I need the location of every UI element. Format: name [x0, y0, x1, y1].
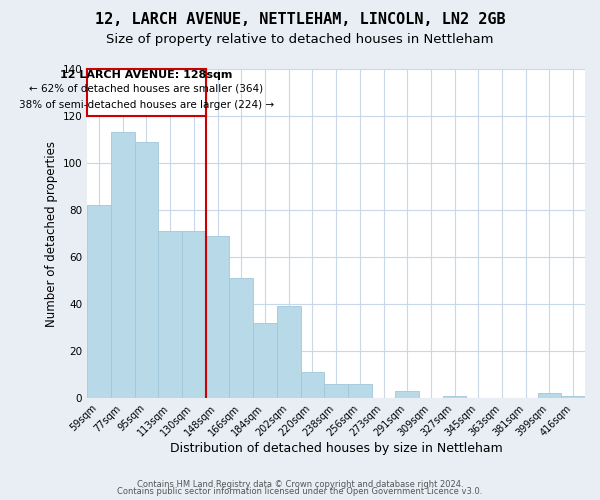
- FancyBboxPatch shape: [87, 69, 206, 116]
- Bar: [87, 206, 111, 398]
- Bar: [538, 394, 561, 398]
- Bar: [301, 372, 324, 398]
- Bar: [158, 231, 182, 398]
- Bar: [561, 396, 585, 398]
- Text: 38% of semi-detached houses are larger (224) →: 38% of semi-detached houses are larger (…: [19, 100, 274, 110]
- Text: 12 LARCH AVENUE: 128sqm: 12 LARCH AVENUE: 128sqm: [60, 70, 233, 80]
- Bar: [111, 132, 134, 398]
- Text: ← 62% of detached houses are smaller (364): ← 62% of detached houses are smaller (36…: [29, 84, 263, 94]
- Y-axis label: Number of detached properties: Number of detached properties: [46, 140, 58, 326]
- Text: 12, LARCH AVENUE, NETTLEHAM, LINCOLN, LN2 2GB: 12, LARCH AVENUE, NETTLEHAM, LINCOLN, LN…: [95, 12, 505, 28]
- Text: Size of property relative to detached houses in Nettleham: Size of property relative to detached ho…: [106, 32, 494, 46]
- Bar: [134, 142, 158, 398]
- Bar: [182, 231, 206, 398]
- Text: Contains public sector information licensed under the Open Government Licence v3: Contains public sector information licen…: [118, 487, 482, 496]
- Bar: [229, 278, 253, 398]
- X-axis label: Distribution of detached houses by size in Nettleham: Distribution of detached houses by size …: [170, 442, 502, 455]
- Bar: [395, 391, 419, 398]
- Bar: [324, 384, 348, 398]
- Bar: [206, 236, 229, 398]
- Bar: [443, 396, 466, 398]
- Text: Contains HM Land Registry data © Crown copyright and database right 2024.: Contains HM Land Registry data © Crown c…: [137, 480, 463, 489]
- Bar: [253, 323, 277, 398]
- Bar: [348, 384, 371, 398]
- Bar: [277, 306, 301, 398]
